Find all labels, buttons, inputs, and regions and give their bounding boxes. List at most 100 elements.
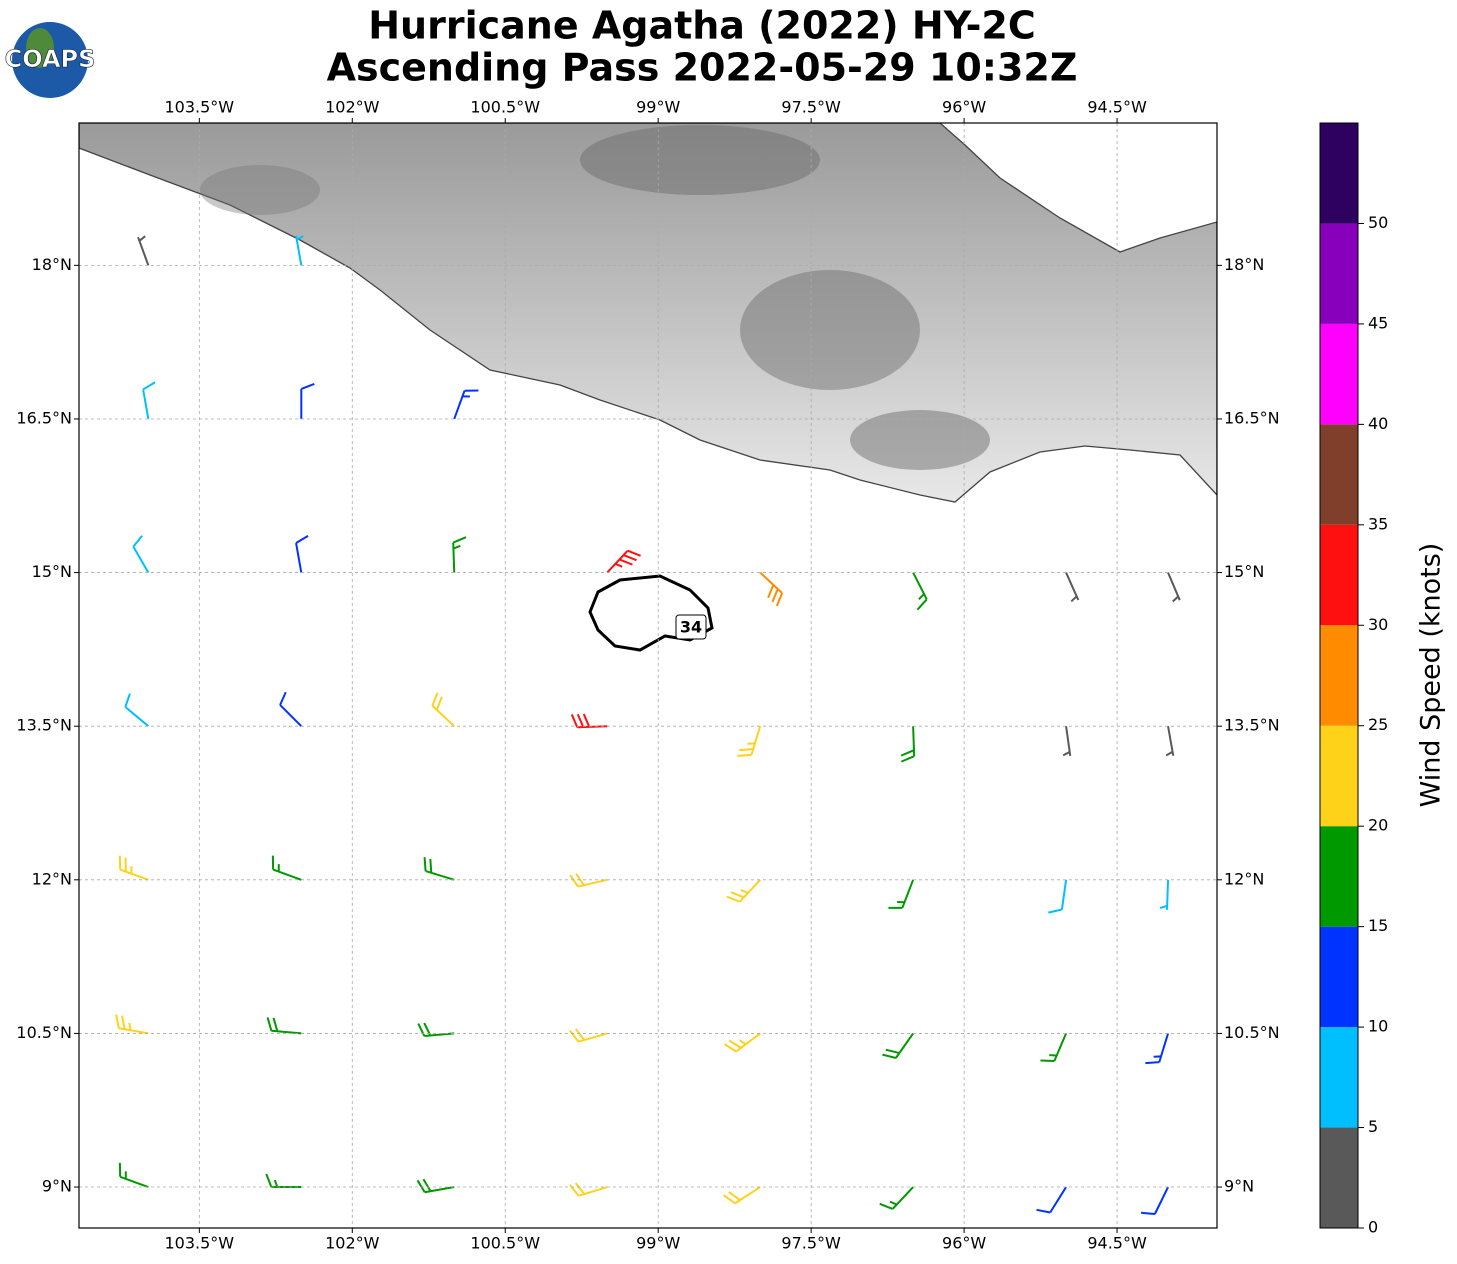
logo-land xyxy=(26,28,54,68)
barb-flag xyxy=(619,558,633,566)
barb-flag xyxy=(623,554,637,562)
wind-barb xyxy=(137,235,150,266)
colorbar-segment xyxy=(1320,725,1358,827)
barb-half xyxy=(273,1179,279,1188)
colorbar-segment xyxy=(1320,323,1358,425)
barb-flag xyxy=(1140,1211,1155,1215)
wind-barb xyxy=(279,691,303,727)
barb-staff xyxy=(735,1032,761,1053)
y-tick-label: 18°N xyxy=(32,255,72,274)
wind-barb xyxy=(1167,572,1181,603)
barb-flag xyxy=(900,755,915,763)
x-tick-label-top: 102°W xyxy=(325,98,380,117)
barb-staff xyxy=(295,542,303,573)
barb-staff xyxy=(1158,1033,1170,1063)
wind-barb xyxy=(417,1022,455,1038)
colorbar-tick-label: 25 xyxy=(1368,715,1388,734)
barb-half xyxy=(1159,904,1168,909)
colorbar-tick-label: 40 xyxy=(1368,414,1388,433)
y-tick-label: 16.5°N xyxy=(16,408,72,427)
barb-staff xyxy=(118,1027,149,1035)
barb-staff xyxy=(912,572,928,600)
wind-barb xyxy=(266,1017,302,1035)
barb-flag xyxy=(300,383,315,390)
barb-staff xyxy=(901,879,915,909)
wind-barb xyxy=(1159,879,1170,910)
colorbar-segment xyxy=(1320,926,1358,1028)
barb-flag xyxy=(726,895,741,903)
colorbar-segment xyxy=(1320,524,1358,626)
x-tick-label: 97.5°W xyxy=(781,1234,841,1253)
barb-flag xyxy=(730,891,745,899)
wind-barb xyxy=(124,693,149,727)
colorbar-segment xyxy=(1320,123,1358,224)
wind-barb xyxy=(265,1173,302,1189)
contour-label-box xyxy=(675,614,707,640)
barb-half xyxy=(1165,750,1174,757)
contour-line xyxy=(588,574,714,652)
barb-flag xyxy=(879,1202,894,1210)
contour-label: 34 xyxy=(680,618,702,637)
terrain xyxy=(850,410,990,470)
wind-barb xyxy=(423,857,455,881)
barbs-layer xyxy=(115,235,1181,1215)
wind-barb xyxy=(1040,1033,1068,1063)
barb-flag xyxy=(272,1017,279,1032)
barb-staff xyxy=(124,706,149,727)
wind-barb xyxy=(726,879,761,903)
y-tick-label-right: 12°N xyxy=(1224,869,1264,888)
barb-staff xyxy=(912,726,916,757)
title-line: Ascending Pass 2022-05-29 10:32Z xyxy=(327,46,1078,90)
y-tick-label: 15°N xyxy=(32,562,72,581)
barb-half xyxy=(739,1039,747,1046)
y-tick-label-right: 13.5°N xyxy=(1224,716,1280,735)
barb-staff xyxy=(279,704,303,727)
barb-flag xyxy=(416,1179,426,1193)
barb-flag xyxy=(574,1182,586,1195)
x-tick-label-top: 99°W xyxy=(636,98,680,117)
land xyxy=(79,123,1217,503)
barb-staff xyxy=(895,1032,914,1059)
wind-barb xyxy=(453,389,479,420)
colorbar-segment xyxy=(1320,424,1358,525)
barb-half xyxy=(889,1200,898,1206)
barb-staff xyxy=(431,705,455,727)
wind-barb xyxy=(606,549,641,574)
wind-barb xyxy=(431,692,455,727)
barb-staff xyxy=(1060,879,1068,910)
colorbar-frame xyxy=(1319,122,1359,1229)
wind-barb xyxy=(1065,572,1080,603)
colorbar-tick-label: 20 xyxy=(1368,816,1388,835)
barb-half xyxy=(1172,595,1179,603)
colorbar-segment xyxy=(1320,625,1358,726)
barb-flag xyxy=(115,1014,120,1029)
barb-half xyxy=(296,235,304,241)
y-tick-label: 9°N xyxy=(42,1177,72,1196)
wind-barb xyxy=(295,534,309,573)
barb-flag xyxy=(582,713,591,728)
barb-flag xyxy=(265,1173,273,1188)
barb-flag xyxy=(728,1191,741,1201)
colorbar-segment xyxy=(1320,1127,1358,1228)
wind-barb xyxy=(900,726,916,763)
wind-barb xyxy=(759,571,784,607)
barb-flag xyxy=(1048,908,1063,914)
barb-flag xyxy=(431,692,439,707)
barb-staff xyxy=(1167,572,1181,601)
barb-staff xyxy=(734,1186,761,1205)
wind-barb xyxy=(416,1178,455,1194)
terrain xyxy=(580,125,820,195)
barb-flag xyxy=(570,714,579,728)
barb-flag xyxy=(900,749,915,757)
barb-staff xyxy=(1053,1033,1068,1062)
plot-frame xyxy=(78,122,1218,1229)
colorbar-label: Wind Speed (knots) xyxy=(1416,543,1447,808)
barb-flag xyxy=(435,696,443,711)
barb-flag xyxy=(737,753,752,757)
barb-flag xyxy=(132,535,143,548)
wind-barb xyxy=(723,1032,761,1053)
barb-half xyxy=(614,562,623,568)
logo: COAPS xyxy=(4,22,96,98)
y-tick-label-right: 9°N xyxy=(1224,1177,1254,1196)
x-tick-label-top: 100.5°W xyxy=(470,98,540,117)
